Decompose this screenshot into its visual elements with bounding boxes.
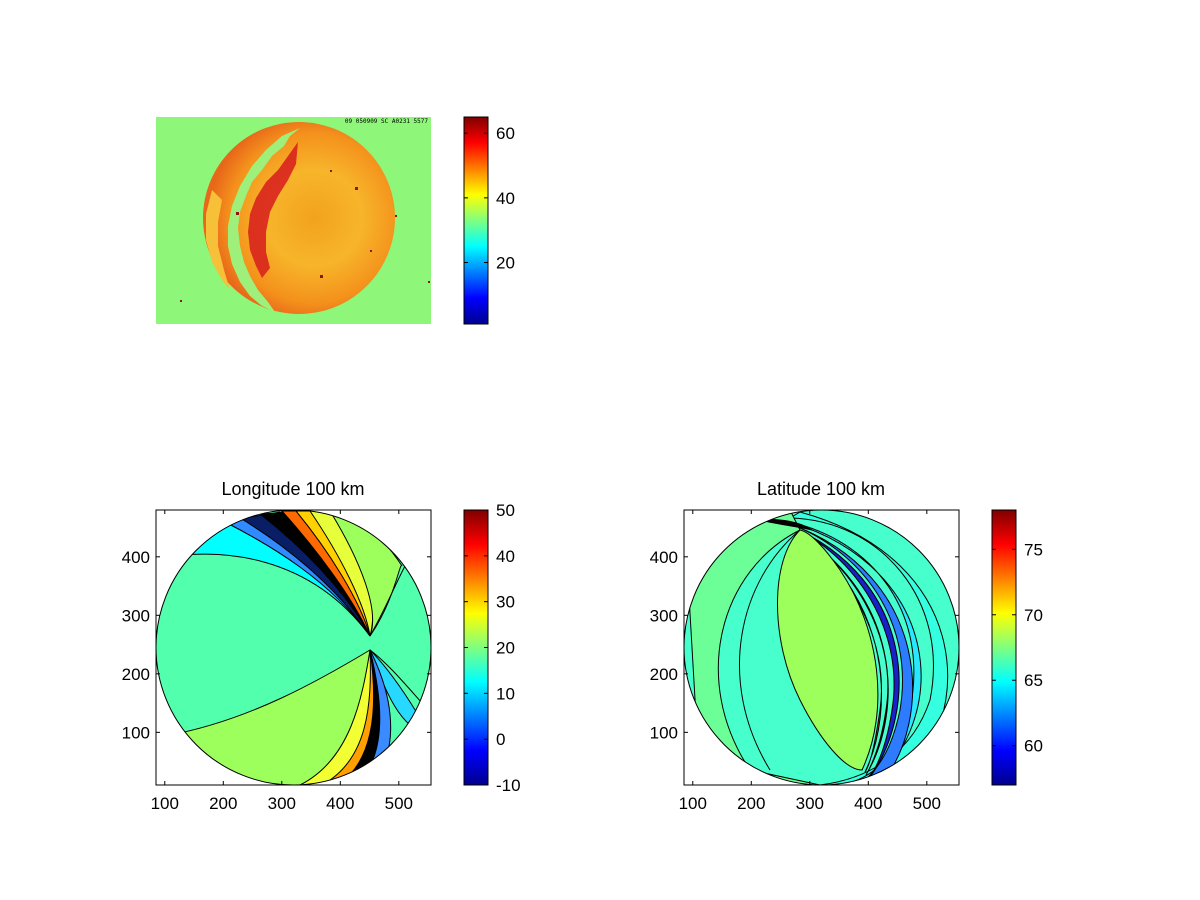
colorbar-tick-label: 30: [496, 593, 515, 612]
x-tick-label: 200: [209, 794, 237, 813]
aurora-left-arc: [206, 190, 230, 290]
image-specks: [180, 170, 430, 302]
colorbar-strip: [463, 116, 489, 325]
latitude-panel: Latitude 100 km 100 200 300 400 500 100 200 300…: [650, 479, 960, 813]
aurora-red-band: [248, 142, 298, 278]
longitude-colorbar: -10 0 10 20 30 40 50: [463, 501, 521, 795]
colorbar-tick-label: 40: [496, 189, 515, 208]
colorbar-tick-label: 60: [1024, 737, 1043, 756]
x-tick-label: 400: [326, 794, 354, 813]
colorbar-tick-label: 20: [496, 254, 515, 273]
y-tick-label: 200: [650, 665, 678, 684]
latitude-title: Latitude 100 km: [757, 479, 885, 499]
x-tick-label: 200: [737, 794, 765, 813]
y-tick-label: 200: [122, 665, 150, 684]
y-tick-label: 100: [650, 723, 678, 742]
x-tick-label: 300: [796, 794, 824, 813]
y-tick-label: 100: [122, 723, 150, 742]
x-tick-label: 100: [151, 794, 179, 813]
x-tick-label: 300: [268, 794, 296, 813]
colorbar-tick-label: 0: [496, 730, 505, 749]
y-tick-label: 400: [650, 548, 678, 567]
colorbar-tick-label: 60: [496, 124, 515, 143]
colorbar-tick-label: 20: [496, 639, 515, 658]
colorbar-tick-label: 40: [496, 547, 515, 566]
latitude-contours: [684, 510, 959, 785]
x-tick-label: 100: [679, 794, 707, 813]
colorbar-tick-label: -10: [496, 776, 521, 795]
y-tick-label: 300: [650, 606, 678, 625]
colorbar-strip: [991, 509, 1017, 786]
x-tick-label: 500: [913, 794, 941, 813]
longitude-title: Longitude 100 km: [221, 479, 364, 499]
x-tick-label: 500: [385, 794, 413, 813]
colorbar-tick-label: 65: [1024, 671, 1043, 690]
colorbar-tick-label: 10: [496, 684, 515, 703]
image-panel: 09 050909 SC A0231 5577: [156, 117, 431, 324]
colorbar-tick-label: 75: [1024, 540, 1043, 559]
longitude-panel: Longitude 100 km 100 200 3: [122, 479, 432, 813]
colorbar-tick-label: 50: [496, 501, 515, 520]
y-tick-label: 400: [122, 548, 150, 567]
latitude-colorbar: 60 65 70 75: [991, 509, 1043, 786]
x-tick-label: 400: [854, 794, 882, 813]
aurora-dark-band: [228, 128, 300, 312]
image-overlay-text: 09 050909 SC A0231 5577: [345, 118, 428, 125]
y-tick-label: 300: [122, 606, 150, 625]
image-colorbar: 20 40 60: [463, 116, 515, 325]
colorbar-tick-label: 70: [1024, 606, 1043, 625]
